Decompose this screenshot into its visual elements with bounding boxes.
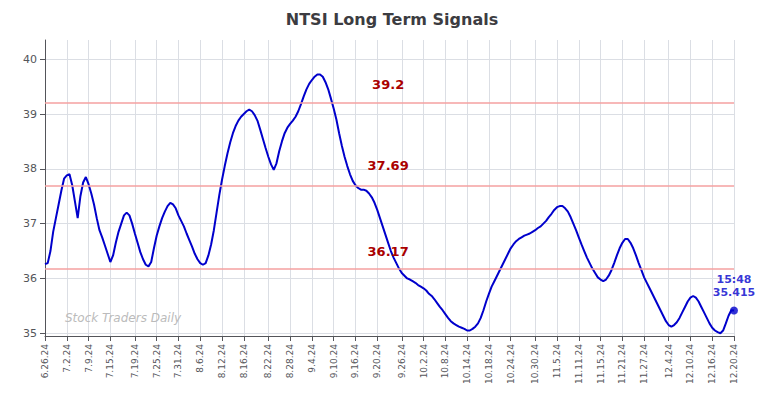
svg-text:12.10.24: 12.10.24 (685, 344, 695, 384)
svg-text:7.9.24: 7.9.24 (84, 344, 94, 373)
svg-text:40: 40 (23, 53, 37, 66)
svg-text:36: 36 (23, 272, 37, 285)
svg-text:8.28.24: 8.28.24 (285, 344, 295, 379)
svg-text:NTSI Long Term Signals: NTSI Long Term Signals (286, 10, 498, 29)
svg-text:7.2.24: 7.2.24 (62, 344, 72, 373)
svg-text:38: 38 (23, 162, 37, 175)
svg-text:9.26.24: 9.26.24 (397, 344, 407, 379)
svg-text:7.25.24: 7.25.24 (152, 344, 162, 379)
svg-text:36.17: 36.17 (368, 244, 409, 259)
svg-text:6.26.24: 6.26.24 (40, 344, 50, 379)
svg-text:39: 39 (23, 108, 37, 121)
svg-text:7.19.24: 7.19.24 (130, 344, 140, 379)
svg-text:7.15.24: 7.15.24 (105, 344, 115, 379)
svg-text:10.30.24: 10.30.24 (530, 344, 540, 384)
svg-text:12.20.24: 12.20.24 (729, 344, 739, 384)
svg-text:35.415: 35.415 (713, 286, 755, 299)
svg-text:12.16.24: 12.16.24 (707, 344, 717, 384)
svg-text:11.27.24: 11.27.24 (639, 344, 649, 384)
svg-text:11.11.24: 11.11.24 (574, 344, 584, 384)
svg-text:9.10.24: 9.10.24 (329, 344, 339, 379)
svg-text:10.8.24: 10.8.24 (440, 344, 450, 379)
svg-text:15:48: 15:48 (716, 273, 751, 286)
svg-text:10.14.24: 10.14.24 (462, 344, 472, 384)
svg-text:10.2.24: 10.2.24 (419, 344, 429, 379)
svg-text:9.20.24: 9.20.24 (372, 344, 382, 379)
svg-text:10.18.24: 10.18.24 (484, 344, 494, 384)
svg-text:Stock Traders Daily: Stock Traders Daily (65, 311, 182, 325)
svg-text:8.22.24: 8.22.24 (263, 344, 273, 379)
svg-text:8.16.24: 8.16.24 (239, 344, 249, 379)
svg-text:11.15.24: 11.15.24 (596, 344, 606, 384)
svg-text:11.21.24: 11.21.24 (617, 344, 627, 384)
svg-text:7.31.24: 7.31.24 (173, 344, 183, 379)
svg-text:8.12.24: 8.12.24 (217, 344, 227, 379)
svg-text:12.4.24: 12.4.24 (664, 344, 674, 379)
svg-text:9.16.24: 9.16.24 (350, 344, 360, 379)
svg-text:11.5.24: 11.5.24 (552, 344, 562, 379)
svg-text:37.69: 37.69 (368, 158, 409, 173)
svg-text:8.6.24: 8.6.24 (195, 344, 205, 373)
svg-text:10.24.24: 10.24.24 (506, 344, 516, 384)
svg-text:39.2: 39.2 (372, 77, 404, 92)
svg-text:37: 37 (23, 217, 37, 230)
svg-text:35: 35 (23, 327, 37, 340)
svg-text:9.4.24: 9.4.24 (307, 344, 317, 373)
